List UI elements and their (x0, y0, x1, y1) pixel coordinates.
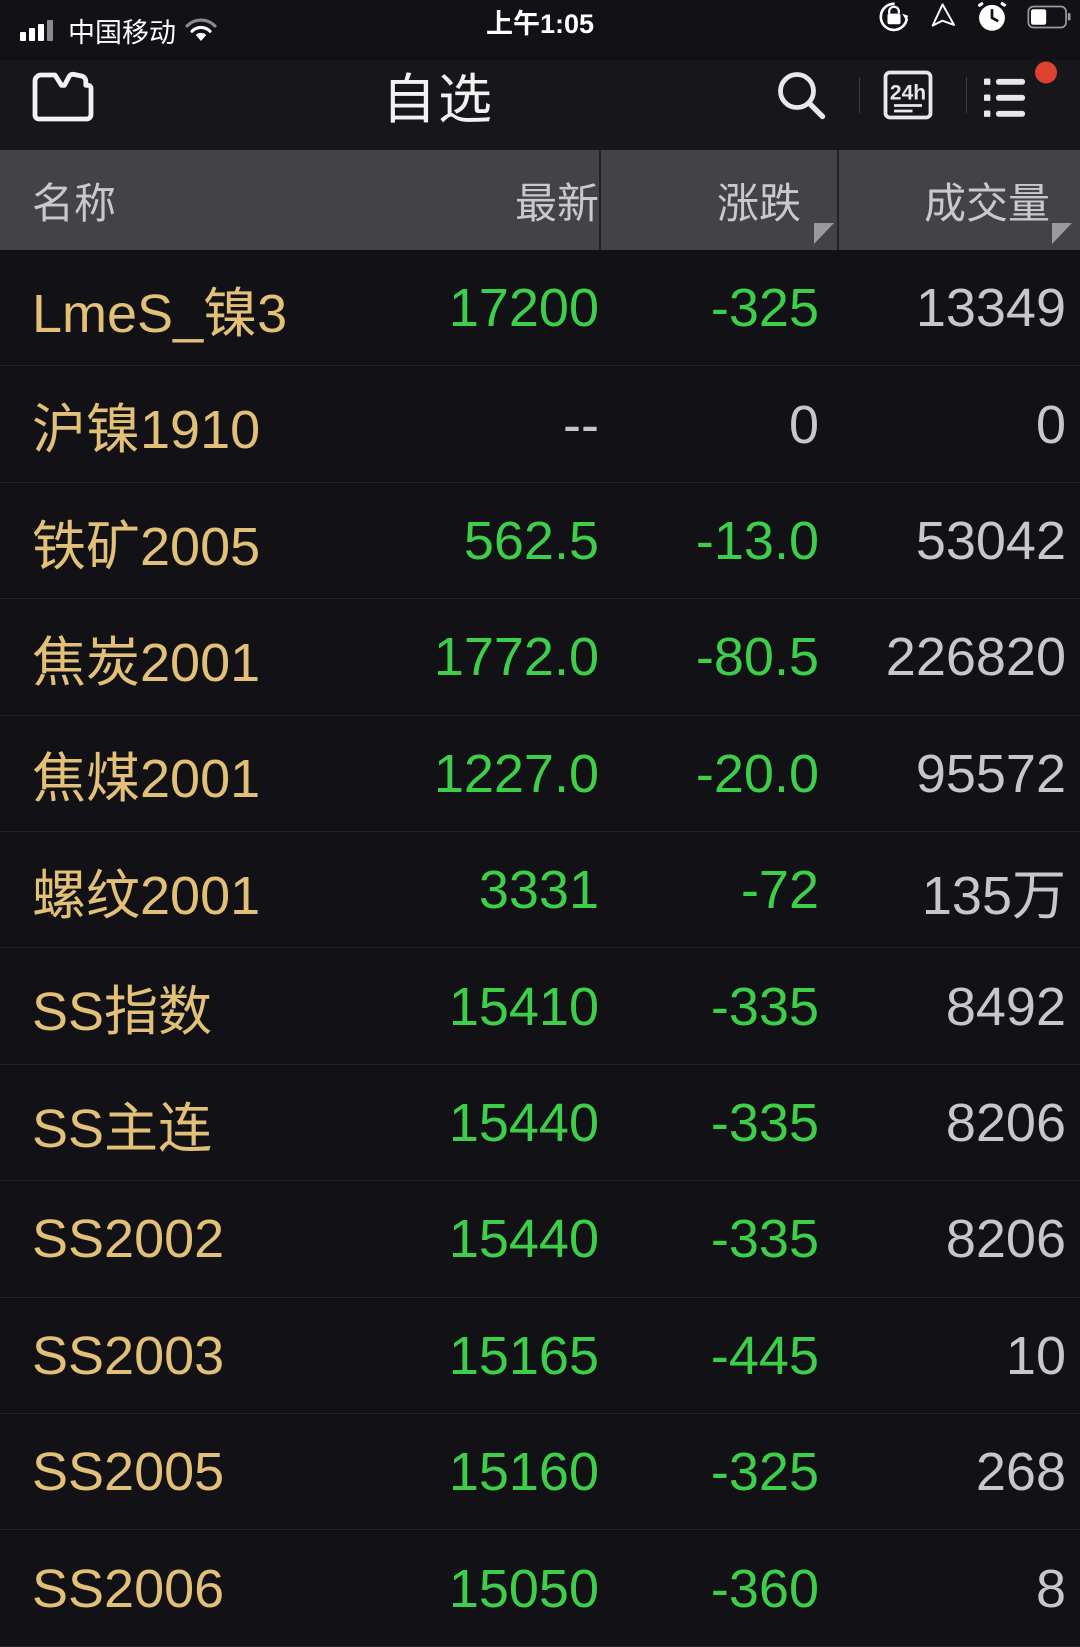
svg-text:24h: 24h (890, 82, 926, 105)
